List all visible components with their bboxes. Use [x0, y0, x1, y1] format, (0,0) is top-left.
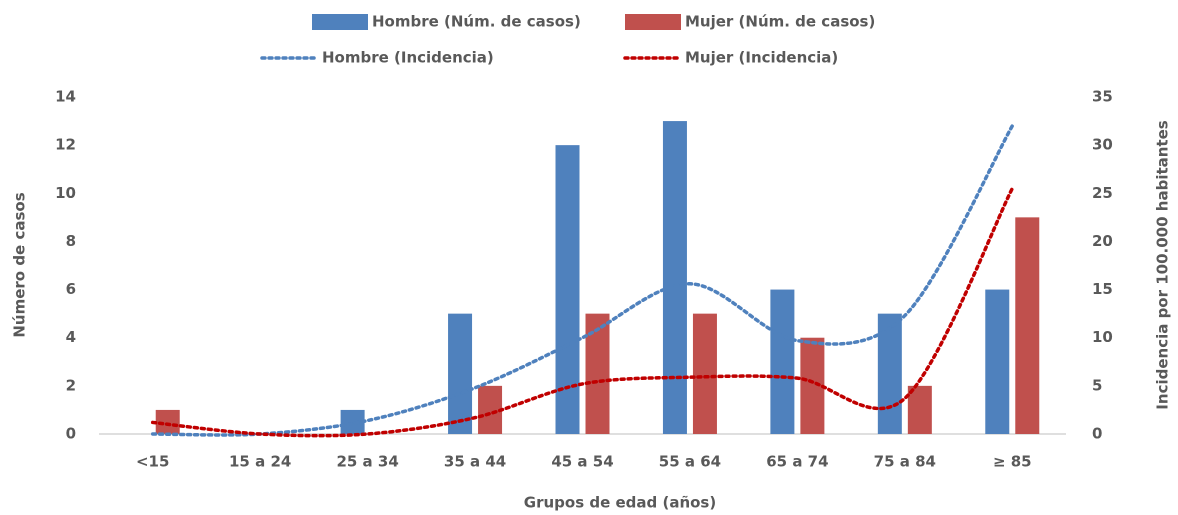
- y-tick-label: 14: [55, 88, 76, 106]
- bar: [800, 337, 825, 434]
- line-series: [150, 124, 1015, 437]
- bar: [448, 313, 473, 434]
- bar: [692, 313, 717, 434]
- y2-tick-label: 0: [1092, 425, 1102, 443]
- y2-tick-label: 15: [1092, 280, 1113, 298]
- bar: [770, 289, 795, 434]
- x-axis-title: Grupos de edad (años): [524, 494, 716, 512]
- x-tick-label: 55 a 64: [659, 453, 721, 471]
- legend-label: Mujer (Incidencia): [685, 49, 838, 67]
- y-tick-label: 10: [55, 184, 76, 202]
- line-series: [150, 186, 1015, 438]
- y2-axis-title: Incidencia por 100.000 habitantes: [1154, 120, 1172, 409]
- x-tick-label: 75 a 84: [874, 453, 936, 471]
- y2-tick-label: 20: [1092, 232, 1113, 250]
- bar: [907, 385, 932, 434]
- legend-swatch: [625, 14, 681, 30]
- bar: [985, 289, 1010, 434]
- legend-label: Hombre (Núm. de casos): [372, 13, 581, 31]
- x-tick-label: ≥ 85: [993, 453, 1032, 471]
- legend-label: Mujer (Núm. de casos): [685, 13, 875, 31]
- y-tick-label: 6: [66, 280, 76, 298]
- y-tick-label: 0: [66, 425, 76, 443]
- x-tick-label: 25 a 34: [336, 453, 398, 471]
- y2-tick-label: 35: [1092, 88, 1113, 106]
- legend-swatch: [312, 14, 368, 30]
- bar: [1015, 217, 1040, 434]
- y2-tick-label: 10: [1092, 328, 1113, 346]
- x-tick-label: 45 a 54: [551, 453, 613, 471]
- x-tick-label: 65 a 74: [766, 453, 828, 471]
- y-tick-label: 12: [55, 136, 76, 154]
- y2-tick-label: 5: [1092, 376, 1102, 394]
- legend-label: Hombre (Incidencia): [322, 49, 494, 67]
- y2-tick-label: 25: [1092, 184, 1113, 202]
- x-tick-label: 15 a 24: [229, 453, 291, 471]
- y-tick-label: 8: [66, 232, 76, 250]
- y-tick-label: 4: [66, 328, 76, 346]
- bar: [662, 121, 687, 435]
- bar: [585, 313, 610, 434]
- x-tick-label: 35 a 44: [444, 453, 506, 471]
- y2-tick-label: 30: [1092, 136, 1113, 154]
- y-tick-label: 2: [66, 376, 76, 394]
- x-tick-label: <15: [136, 453, 169, 471]
- y-axis-title: Número de casos: [11, 192, 29, 337]
